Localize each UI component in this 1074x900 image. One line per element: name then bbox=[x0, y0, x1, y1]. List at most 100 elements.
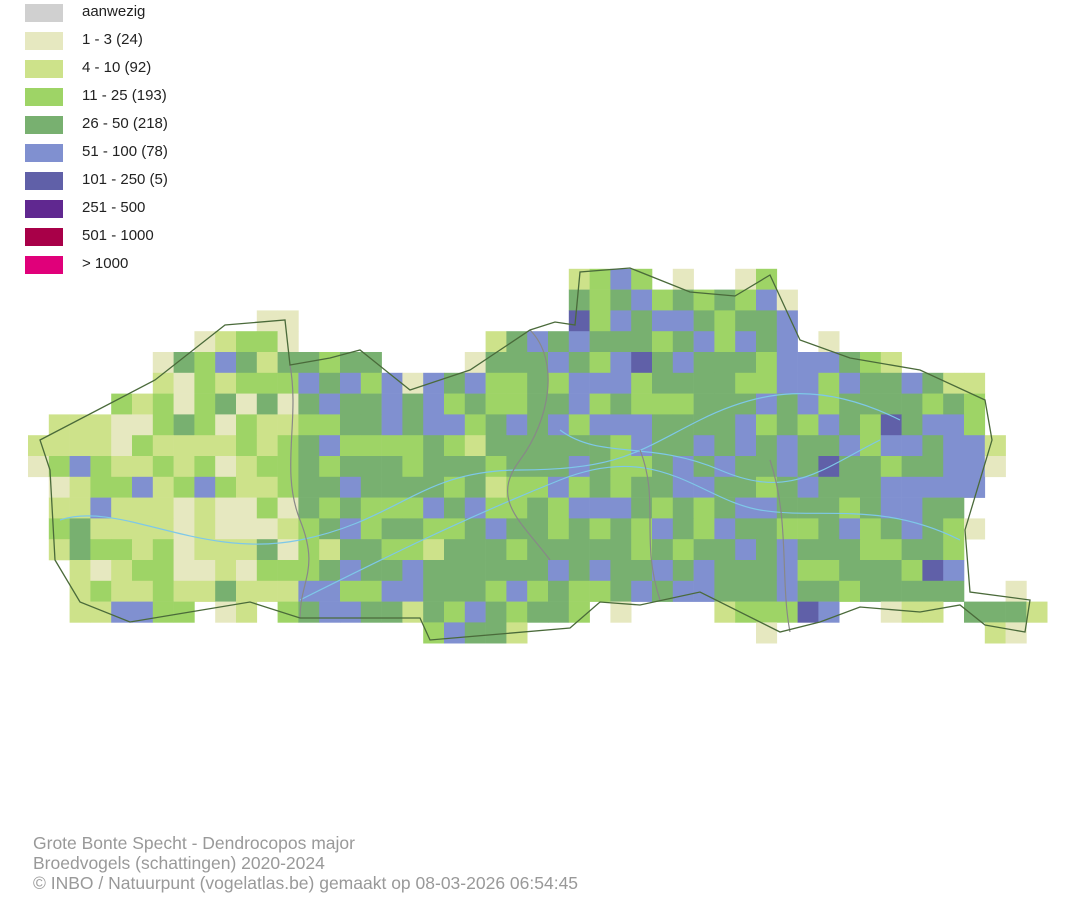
grid-cell bbox=[839, 414, 861, 436]
grid-cell bbox=[589, 414, 611, 436]
grid-cell bbox=[444, 393, 466, 415]
grid-cell bbox=[589, 560, 611, 582]
grid-cell bbox=[340, 414, 362, 436]
grid-cell bbox=[756, 497, 778, 519]
grid-cell bbox=[464, 560, 486, 582]
grid-cell bbox=[797, 393, 819, 415]
grid-cell bbox=[173, 456, 195, 478]
grid-cell bbox=[714, 476, 736, 498]
grid-cell bbox=[964, 435, 986, 457]
river bbox=[59, 393, 901, 545]
grid-cell bbox=[69, 414, 91, 436]
grid-cell bbox=[444, 518, 466, 540]
grid-cell bbox=[714, 580, 736, 602]
grid-cell bbox=[423, 393, 445, 415]
grid-cell bbox=[90, 580, 112, 602]
grid-cell bbox=[215, 372, 237, 394]
grid-cell bbox=[693, 393, 715, 415]
grid-cell bbox=[589, 539, 611, 561]
grid-cell bbox=[360, 580, 382, 602]
grid-cell bbox=[548, 601, 570, 623]
grid-cell bbox=[506, 580, 528, 602]
grid-cell bbox=[506, 414, 528, 436]
grid-cell bbox=[631, 393, 653, 415]
grid-cell bbox=[152, 435, 174, 457]
grid-cell bbox=[277, 601, 299, 623]
grid-cell bbox=[1005, 601, 1027, 623]
grid-cell bbox=[173, 601, 195, 623]
grid-cell bbox=[173, 476, 195, 498]
grid-cell bbox=[860, 497, 882, 519]
grid-cell bbox=[860, 560, 882, 582]
grid-cell bbox=[256, 393, 278, 415]
grid-cell bbox=[340, 497, 362, 519]
grid-cell bbox=[756, 539, 778, 561]
grid-cell bbox=[527, 372, 549, 394]
grid-cell bbox=[568, 393, 590, 415]
grid-cell bbox=[277, 310, 299, 332]
grid-cell bbox=[631, 289, 653, 311]
grid-cell bbox=[194, 560, 216, 582]
grid-cell bbox=[818, 372, 840, 394]
grid-cell bbox=[485, 539, 507, 561]
grid-cell bbox=[589, 580, 611, 602]
grid-cell bbox=[132, 414, 154, 436]
grid-cell bbox=[69, 518, 91, 540]
grid-cell bbox=[48, 518, 70, 540]
grid-cell bbox=[69, 539, 91, 561]
grid-cell bbox=[735, 352, 757, 374]
grid-cell bbox=[860, 414, 882, 436]
grid-cell bbox=[672, 372, 694, 394]
grid-cell bbox=[506, 352, 528, 374]
grid-cell bbox=[797, 456, 819, 478]
province-border bbox=[289, 364, 310, 619]
grid-cell bbox=[111, 601, 133, 623]
river bbox=[299, 465, 961, 601]
grid-cell bbox=[568, 518, 590, 540]
grid-cell bbox=[818, 497, 840, 519]
grid-cell bbox=[672, 331, 694, 353]
grid-cell bbox=[839, 539, 861, 561]
grid-cell bbox=[652, 456, 674, 478]
grid-cell bbox=[506, 435, 528, 457]
grid-cell bbox=[818, 435, 840, 457]
grid-cell bbox=[756, 601, 778, 623]
grid-cell bbox=[340, 456, 362, 478]
grid-cell bbox=[839, 352, 861, 374]
grid-cell bbox=[714, 456, 736, 478]
grid-cell bbox=[444, 580, 466, 602]
grid-cell bbox=[901, 560, 923, 582]
grid-cell bbox=[256, 497, 278, 519]
grid-cell bbox=[714, 414, 736, 436]
grid-cell bbox=[672, 539, 694, 561]
province-border bbox=[507, 329, 551, 561]
grid-cell bbox=[69, 580, 91, 602]
province-border bbox=[639, 449, 661, 601]
grid-cell bbox=[818, 539, 840, 561]
river bbox=[559, 429, 881, 484]
grid-cell bbox=[485, 622, 507, 644]
grid-cell bbox=[610, 393, 632, 415]
grid-cell bbox=[756, 331, 778, 353]
grid-cell bbox=[215, 560, 237, 582]
grid-cell bbox=[568, 414, 590, 436]
grid-cell bbox=[132, 456, 154, 478]
grid-cell bbox=[132, 601, 154, 623]
grid-cell bbox=[880, 372, 902, 394]
grid-cell bbox=[236, 497, 258, 519]
grid-cell bbox=[652, 393, 674, 415]
grid-cell bbox=[173, 539, 195, 561]
grid-cell bbox=[652, 580, 674, 602]
grid-cell bbox=[277, 435, 299, 457]
grid-cell bbox=[444, 497, 466, 519]
grid-cell bbox=[964, 518, 986, 540]
grid-cell bbox=[360, 456, 382, 478]
grid-cell bbox=[880, 560, 902, 582]
grid-cell bbox=[381, 393, 403, 415]
grid-cell bbox=[797, 539, 819, 561]
grid-cell bbox=[527, 352, 549, 374]
grid-cell bbox=[423, 518, 445, 540]
grid-cell bbox=[756, 393, 778, 415]
grid-cell bbox=[298, 456, 320, 478]
grid-cell bbox=[381, 560, 403, 582]
